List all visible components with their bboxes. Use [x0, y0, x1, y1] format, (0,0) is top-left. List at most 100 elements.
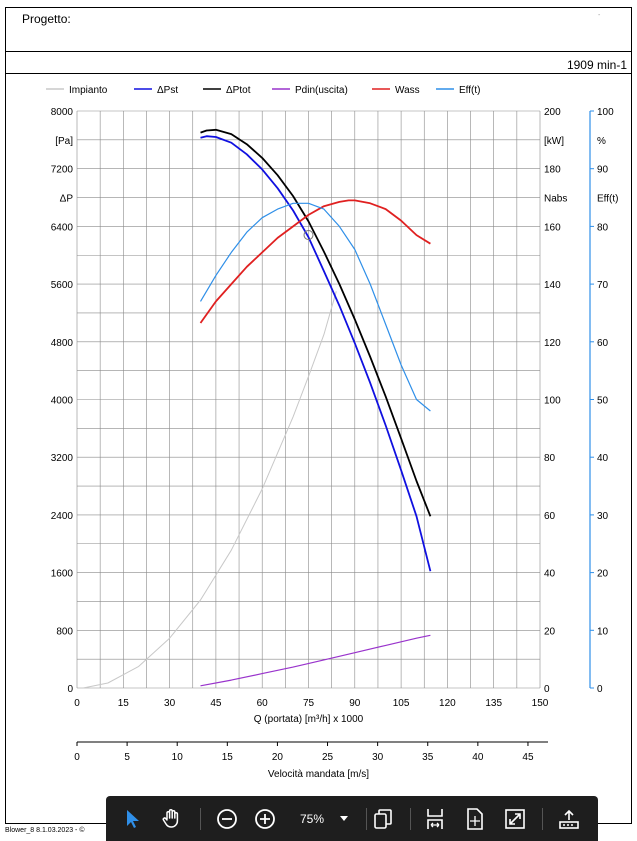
- page-view-button[interactable]: [368, 804, 398, 834]
- expand-icon: [505, 809, 525, 829]
- pan-tool-button[interactable]: [157, 804, 187, 834]
- y-mid-tick-label: 100: [544, 396, 561, 407]
- header-mark: -: [598, 12, 601, 19]
- series-line-pst: [200, 135, 432, 572]
- y-mid-tick-label: 40: [544, 569, 556, 580]
- legend-label: Wass: [395, 85, 420, 96]
- speed-label: 1909 min-1: [566, 58, 627, 72]
- x-tick-label: 120: [439, 698, 456, 709]
- y-left-tick-label: 4800: [51, 338, 74, 349]
- fit-page-icon: [467, 808, 483, 830]
- y-right-tick-label: 40: [597, 453, 609, 464]
- y-left-tick-label: 5600: [51, 280, 74, 291]
- legend-label: ΔPst: [157, 85, 178, 96]
- legend-label: Pdin(uscita): [295, 85, 348, 96]
- y-mid-unit: [kW]: [544, 136, 564, 147]
- y-right-tick-label: 80: [597, 222, 609, 233]
- y-left-tick-label: 1600: [51, 569, 74, 580]
- x-tick-label: 105: [393, 698, 410, 709]
- y-left-tick-label: 3200: [51, 453, 74, 464]
- x-tick-label: 60: [257, 698, 269, 709]
- x2-tick-label: 10: [172, 752, 184, 763]
- project-label: Progetto:: [22, 12, 71, 26]
- y-left-label: ΔP: [60, 194, 74, 205]
- x2-tick-label: 40: [472, 752, 484, 763]
- legend-label: ΔPtot: [226, 85, 251, 96]
- y-left-tick-label: 4000: [51, 396, 74, 407]
- y-right-tick-label: 10: [597, 626, 609, 637]
- series-line-pdinuscita: [200, 634, 431, 687]
- y-mid-tick-label: 140: [544, 280, 561, 291]
- y-right-tick-label: 30: [597, 511, 609, 522]
- y-mid-tick-label: 120: [544, 338, 561, 349]
- y-left-tick-label: 0: [67, 684, 73, 695]
- x-tick-label: 30: [164, 698, 176, 709]
- x-tick-label: 15: [118, 698, 130, 709]
- y-right-tick-label: 50: [597, 396, 609, 407]
- x2-tick-label: 25: [322, 752, 334, 763]
- zoom-out-icon: [217, 809, 237, 829]
- legend-label: Eff(t): [459, 85, 480, 96]
- speed-divider: [5, 73, 632, 74]
- chart-grid: [76, 110, 541, 689]
- export-button[interactable]: [554, 804, 584, 834]
- fit-width-button[interactable]: [420, 804, 450, 834]
- y-left-tick-label: 8000: [51, 107, 74, 118]
- zoom-in-button[interactable]: [250, 804, 280, 834]
- fit-width-icon: [427, 809, 443, 829]
- x-tick-label: 150: [532, 698, 549, 709]
- y-left-tick-label: 7200: [51, 165, 74, 176]
- y-right-tick-label: 70: [597, 280, 609, 291]
- y-right-tick-label: 60: [597, 338, 609, 349]
- operating-point: [303, 230, 314, 241]
- zoom-in-icon: [255, 809, 275, 829]
- y-mid-tick-label: 80: [544, 453, 556, 464]
- y-right-tick-label: 90: [597, 165, 609, 176]
- y-mid-tick-label: 0: [544, 684, 550, 695]
- series-line-efft: [199, 202, 431, 412]
- y-left-tick-label: 800: [56, 626, 73, 637]
- x2-tick-label: 20: [272, 752, 284, 763]
- y-left-tick-label: 2400: [51, 511, 74, 522]
- toolbar-separator: [200, 808, 201, 830]
- y-left-tick-label: 6400: [51, 222, 74, 233]
- chart-curves: [83, 128, 432, 689]
- y-mid-tick-label: 200: [544, 107, 561, 118]
- x2-tick-label: 30: [372, 752, 384, 763]
- x2-tick-label: 5: [124, 752, 130, 763]
- x-tick-label: 45: [210, 698, 222, 709]
- y-mid-tick-label: 20: [544, 626, 556, 637]
- y-mid-tick-label: 60: [544, 511, 556, 522]
- zoom-dropdown-icon[interactable]: [340, 816, 348, 821]
- y-right-tick-label: 100: [597, 107, 614, 118]
- x-axis-label: Q (portata) [m³/h] x 1000: [254, 714, 364, 725]
- viewer-toolbar: 75%: [106, 796, 598, 841]
- upload-icon: [559, 809, 579, 829]
- y-right-tick-label: 20: [597, 569, 609, 580]
- y-right-label: Eff(t): [597, 194, 618, 205]
- y-mid-label: Nabs: [544, 194, 567, 205]
- x2-tick-label: 15: [222, 752, 234, 763]
- y-right-unit: %: [597, 136, 606, 147]
- x-tick-label: 0: [74, 698, 80, 709]
- header-divider: [5, 51, 632, 52]
- x2-tick-label: 0: [74, 752, 80, 763]
- zoom-out-button[interactable]: [212, 804, 242, 834]
- pointer-icon: [127, 810, 139, 828]
- y-right-tick-label: 0: [597, 684, 603, 695]
- fullscreen-button[interactable]: [500, 804, 530, 834]
- copy-pages-icon: [374, 809, 392, 829]
- x2-axis-label: Velocità mandata [m/s]: [268, 769, 369, 780]
- x-tick-label: 135: [485, 698, 502, 709]
- x-tick-label: 90: [349, 698, 361, 709]
- zoom-level[interactable]: 75%: [300, 812, 325, 826]
- x-tick-label: 75: [303, 698, 315, 709]
- chart-legend: Impianto ΔPst ΔPtot Pdin(uscita) Wass Eff(t): [46, 85, 480, 96]
- toolbar-separator: [410, 808, 411, 830]
- select-tool-button[interactable]: [118, 804, 148, 834]
- fit-page-button[interactable]: [460, 804, 490, 834]
- toolbar-separator: [366, 808, 367, 830]
- y-mid-tick-label: 180: [544, 165, 561, 176]
